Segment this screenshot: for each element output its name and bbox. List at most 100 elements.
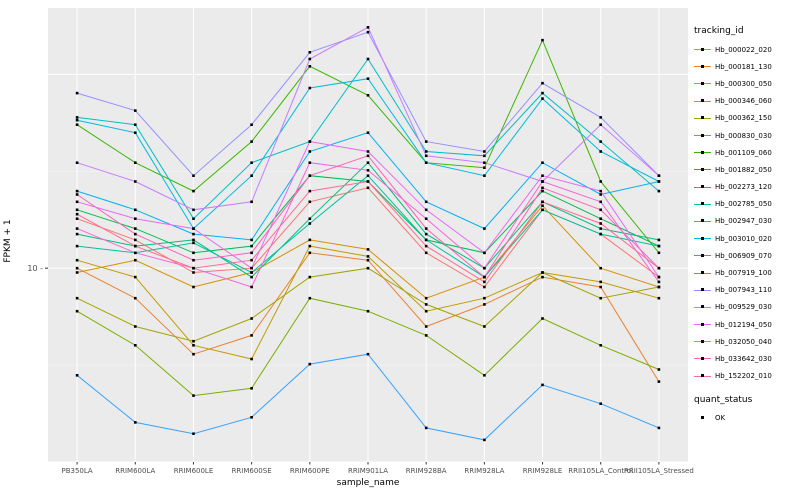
legend-title-quant-status: quant_status: [694, 394, 753, 405]
data-point: [483, 161, 486, 164]
data-point: [366, 131, 370, 134]
legend-key-point: [701, 185, 704, 189]
legend-key-point: [701, 81, 704, 85]
data-point: [308, 161, 312, 164]
data-point: [192, 344, 195, 347]
data-point: [192, 217, 195, 220]
legend-item-label: Hb_001109_060: [715, 148, 772, 157]
data-point: [308, 189, 312, 193]
legend-item-label: Hb_007919_100: [715, 269, 772, 278]
legend-item-label: Hb_000300_050: [715, 79, 772, 88]
data-point: [424, 208, 428, 212]
data-point: [250, 238, 253, 242]
data-point: [250, 244, 253, 248]
data-point: [134, 325, 137, 328]
data-point: [308, 57, 312, 61]
legend-item-Hb_007943_110: Hb_007943_110: [694, 282, 798, 299]
legend-key-icon: [694, 146, 711, 160]
data-point: [424, 161, 428, 164]
y-axis-title: FPKM + 1: [3, 219, 13, 263]
legend-title-tracking-id: tracking_id: [694, 26, 744, 36]
data-point: [250, 174, 253, 177]
data-point: [599, 140, 602, 143]
data-point: [599, 217, 602, 220]
data-point: [483, 275, 486, 279]
data-point: [366, 248, 370, 251]
legend-item-label: Hb_002947_030: [715, 217, 772, 226]
legend-key-icon: [694, 163, 711, 177]
legend-key-icon: [694, 232, 711, 246]
legend-item-Hb_001109_060: Hb_001109_060: [694, 144, 798, 161]
legend-key-icon: [694, 129, 711, 143]
data-point: [541, 189, 544, 193]
data-point: [541, 275, 544, 279]
legend-item-label: Hb_009529_030: [715, 303, 772, 312]
legend-key-point: [701, 374, 704, 378]
data-point: [541, 97, 544, 100]
legend-key-icon: [694, 283, 711, 297]
data-point: [657, 426, 661, 430]
legend-item-label: Hb_002273_120: [715, 183, 772, 192]
data-point: [366, 352, 370, 356]
legend-item-Hb_000362_150: Hb_000362_150: [694, 110, 798, 127]
legend-item-label: Hb_033642_030: [715, 354, 772, 363]
data-point: [250, 266, 253, 270]
data-point: [192, 238, 195, 242]
data-point: [134, 251, 137, 255]
data-point: [657, 380, 661, 383]
data-point: [250, 317, 253, 320]
legend-key-point: [701, 271, 704, 275]
data-point: [424, 238, 428, 242]
data-point: [483, 154, 486, 158]
data-point: [366, 154, 370, 158]
data-point: [134, 238, 137, 242]
data-point: [308, 174, 312, 177]
legend-key-icon: [694, 335, 711, 349]
data-point: [192, 227, 195, 230]
data-point: [366, 309, 370, 313]
data-point: [192, 352, 195, 356]
data-point: [483, 303, 486, 306]
legend-item-label: Hb_152202_010: [715, 372, 772, 381]
data-point: [366, 174, 370, 177]
legend-key-icon: [694, 249, 711, 263]
x-tick-label: RRII105LA_Stressed: [624, 467, 694, 475]
data-point: [366, 26, 370, 29]
data-point: [541, 204, 544, 207]
x-tick-label: RRIM901LA: [348, 467, 388, 475]
data-point: [134, 258, 137, 262]
data-point: [483, 150, 486, 153]
data-point: [308, 362, 312, 366]
data-point: [250, 200, 253, 204]
data-point: [483, 266, 486, 270]
data-point: [134, 244, 137, 248]
legend-key-point: [701, 133, 704, 137]
quant-status-point: [701, 416, 704, 420]
data-point: [424, 325, 428, 328]
data-point: [308, 217, 312, 220]
data-point: [599, 344, 602, 347]
legend-key-point: [701, 116, 704, 120]
data-point: [483, 285, 486, 289]
data-point: [366, 258, 370, 262]
legend-key-icon: [694, 77, 711, 91]
data-point: [483, 227, 486, 230]
x-tick-label: RRIM600LE: [174, 467, 214, 475]
data-point: [657, 251, 661, 255]
data-point: [75, 374, 79, 377]
data-point: [599, 285, 602, 289]
legend-item-label: Hb_000346_060: [715, 97, 772, 106]
tracking-id-legend-list: Hb_000022_020 Hb_000181_130 Hb_000300_050 H…: [694, 41, 798, 385]
data-point: [424, 200, 428, 204]
data-point: [134, 421, 137, 424]
data-point: [483, 166, 486, 169]
x-axis-title: sample_name: [336, 478, 400, 488]
y-tick-label: 10 -: [27, 264, 43, 273]
legend-item-Hb_002785_050: Hb_002785_050: [694, 196, 798, 213]
quant-status-key-icon: [694, 411, 711, 425]
data-point: [134, 109, 137, 112]
legend-key-icon: [694, 60, 711, 74]
legend-item-Hb_009529_030: Hb_009529_030: [694, 299, 798, 316]
data-point: [424, 140, 428, 143]
legend-key-point: [701, 288, 704, 292]
